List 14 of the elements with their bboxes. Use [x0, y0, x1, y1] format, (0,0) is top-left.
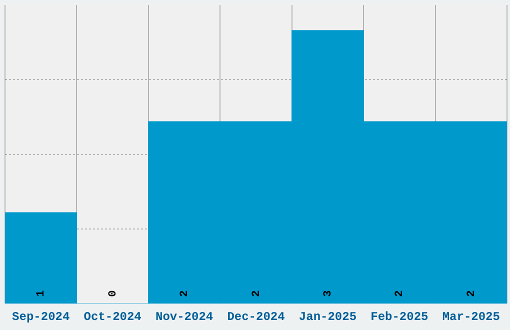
- data-label: 3: [322, 290, 334, 297]
- x-tick-label: Mar-2025: [442, 310, 500, 324]
- x-tick-label: Oct-2024: [84, 310, 142, 324]
- x-tick-label: Dec-2024: [227, 310, 285, 324]
- x-tick-label: Jan-2025: [298, 310, 357, 324]
- data-label: 0: [107, 290, 120, 297]
- data-label: 1: [36, 290, 48, 297]
- x-tick-label: Nov-2024: [155, 310, 214, 324]
- data-label: 2: [179, 290, 192, 297]
- data-label: 2: [250, 290, 263, 297]
- x-tick-label: Feb-2025: [370, 310, 428, 324]
- data-label: 2: [466, 290, 478, 297]
- data-label: 2: [394, 290, 406, 297]
- x-tick-label: Sep-2024: [12, 310, 70, 324]
